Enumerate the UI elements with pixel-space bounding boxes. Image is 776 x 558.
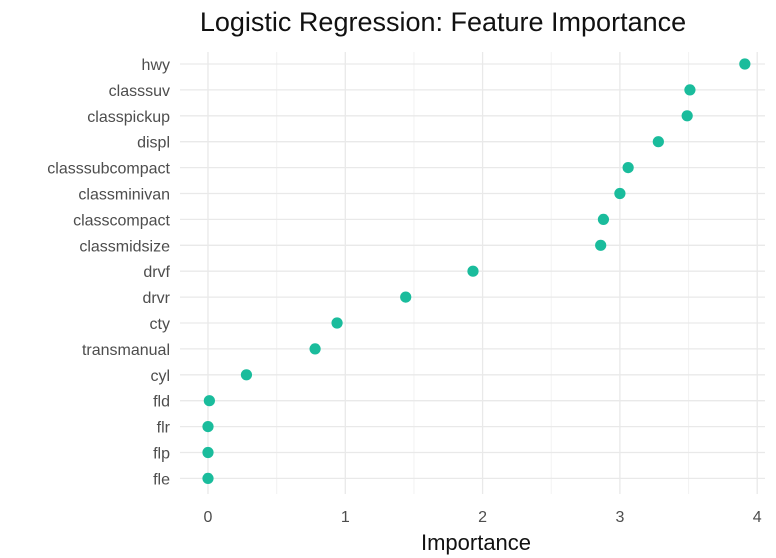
data-point xyxy=(202,421,214,433)
data-point xyxy=(652,136,664,148)
y-tick-label: fle xyxy=(153,471,170,488)
y-tick-label: flp xyxy=(153,446,170,463)
y-tick-label: classcompact xyxy=(73,212,170,229)
y-tick-label: cyl xyxy=(150,368,170,385)
tick-layer: 0 1 2 3 4 hwy classsuv classpickup displ classsub… xyxy=(47,57,761,526)
y-tick-label: classsuv xyxy=(109,83,170,100)
data-point xyxy=(309,343,321,355)
x-axis-label: Importance xyxy=(421,530,531,555)
y-tick-label: classminivan xyxy=(78,187,170,204)
data-point xyxy=(331,317,343,329)
data-point xyxy=(614,187,626,200)
y-tick-label: transmanual xyxy=(82,342,170,359)
y-tick-label: classsubcompact xyxy=(47,161,170,178)
data-point xyxy=(684,84,696,96)
x-tick-label: 3 xyxy=(615,509,624,526)
data-point xyxy=(202,472,214,484)
data-point xyxy=(681,110,693,122)
chart-title: Logistic Regression: Feature Importance xyxy=(200,7,686,37)
y-tick-label: hwy xyxy=(142,57,170,74)
y-tick-label: fld xyxy=(153,394,170,411)
data-point xyxy=(595,239,607,251)
x-tick-label: 2 xyxy=(478,509,487,526)
y-tick-label: classmidsize xyxy=(79,238,170,255)
data-point xyxy=(467,265,479,277)
x-tick-label: 4 xyxy=(753,509,762,526)
x-tick-label: 1 xyxy=(341,509,350,526)
data-point xyxy=(400,291,412,303)
data-point xyxy=(203,395,215,407)
y-tick-label: classpickup xyxy=(87,109,170,126)
data-point xyxy=(622,162,634,174)
y-tick-label: cty xyxy=(150,316,170,333)
y-tick-label: flr xyxy=(157,420,171,437)
x-tick-label: 0 xyxy=(204,509,213,526)
point-layer xyxy=(202,58,751,484)
y-tick-label: displ xyxy=(137,135,170,152)
y-tick-label: drvf xyxy=(143,264,170,281)
data-point xyxy=(240,369,253,381)
data-point xyxy=(597,213,610,225)
data-point xyxy=(202,446,214,459)
y-tick-label: drvr xyxy=(142,290,170,307)
data-point xyxy=(739,58,751,70)
